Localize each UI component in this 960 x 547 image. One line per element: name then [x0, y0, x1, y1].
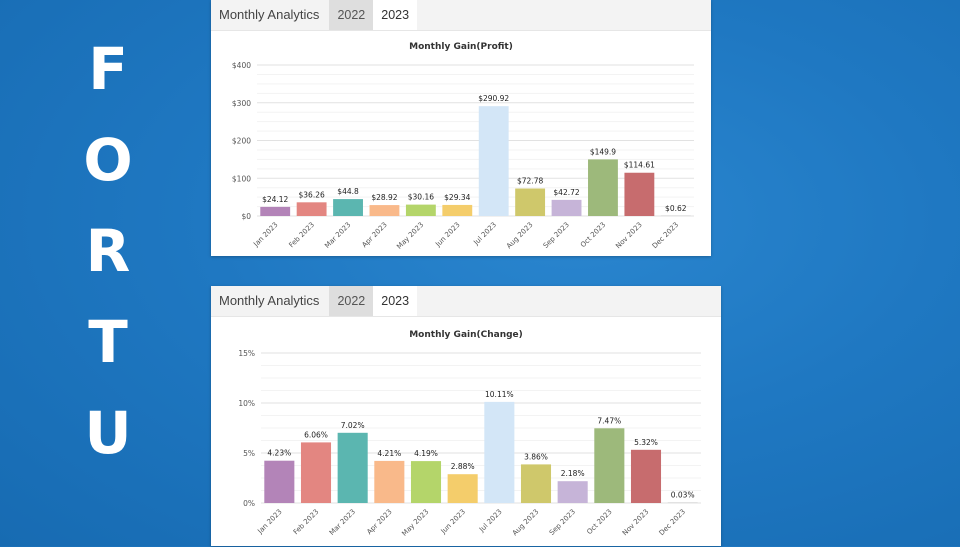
bar: [484, 402, 514, 503]
bar: [448, 474, 478, 503]
y-tick-label: $0: [241, 212, 251, 221]
bar-value-label: $290.92: [478, 94, 509, 103]
bar: [558, 481, 588, 503]
x-tick-label: Apr 2023: [360, 221, 388, 249]
bar-value-label: 2.88%: [451, 462, 475, 471]
chart-title: Monthly Gain(Change): [409, 330, 523, 340]
bar-value-label: $42.72: [553, 188, 579, 197]
side-letter: U: [72, 404, 144, 464]
bar-value-label: $28.92: [371, 193, 397, 202]
y-tick-label: 15%: [238, 349, 255, 358]
x-tick-label: Apr 2023: [365, 508, 393, 536]
bar: [552, 200, 582, 216]
bar: [624, 173, 654, 216]
x-tick-label: Oct 2023: [585, 508, 613, 536]
panel-title: Monthly Analytics: [211, 0, 329, 30]
side-letter: F: [72, 40, 144, 100]
x-tick-label: Sep 2023: [542, 221, 571, 250]
bar-value-label: $30.16: [408, 193, 434, 202]
profit-bar-chart: Monthly Gain(Profit) $0 $100 $200 $300 $400 $2…: [211, 31, 711, 257]
x-tick-label: Aug 2023: [511, 508, 540, 537]
bar-value-label: $29.34: [444, 193, 470, 202]
bar: [631, 450, 661, 503]
bar: [588, 159, 618, 216]
bar-value-label: 7.47%: [597, 416, 621, 425]
bar-value-label: 6.06%: [304, 430, 328, 439]
bar-value-label: $36.26: [299, 190, 325, 199]
x-tick-label: Jul 2023: [472, 221, 499, 248]
bar: [260, 207, 290, 216]
bar: [515, 189, 545, 216]
panel-header: Monthly Analytics 2022 2023: [211, 286, 721, 317]
bar: [411, 461, 441, 503]
bar: [374, 461, 404, 503]
side-letters: F O R T U: [72, 40, 144, 495]
side-letter: R: [72, 222, 144, 282]
tab-2023[interactable]: 2023: [373, 0, 417, 30]
bar: [338, 433, 368, 503]
bar-value-label: 4.19%: [414, 449, 438, 458]
y-tick-label: $200: [232, 137, 251, 146]
bar: [297, 202, 327, 216]
x-tick-label: Dec 2023: [658, 508, 687, 537]
x-tick-label: Mar 2023: [328, 508, 357, 537]
y-tick-label: 0%: [243, 499, 255, 508]
bar-value-label: 3.86%: [524, 452, 548, 461]
x-tick-label: Nov 2023: [621, 508, 650, 537]
y-tick-label: $400: [232, 61, 251, 70]
side-letter: O: [72, 131, 144, 191]
bar-value-label: 7.02%: [341, 421, 365, 430]
bar-value-label: 4.23%: [267, 449, 291, 458]
chart-title: Monthly Gain(Profit): [409, 42, 513, 52]
x-tick-label: Feb 2023: [287, 221, 316, 250]
y-tick-label: 5%: [243, 449, 255, 458]
profit-analytics-panel: Monthly Analytics 2022 2023 Monthly Gain…: [211, 0, 711, 256]
x-tick-label: Nov 2023: [614, 221, 643, 250]
bar: [333, 199, 363, 216]
bar-value-label: 0.03%: [671, 491, 695, 500]
bar-value-label: $72.78: [517, 177, 543, 186]
x-tick-label: Dec 2023: [651, 221, 680, 250]
x-tick-label: Aug 2023: [505, 221, 534, 250]
bar: [442, 205, 472, 216]
bar-value-label: $149.9: [590, 147, 616, 156]
bar-value-label: $24.12: [262, 195, 288, 204]
change-bar-chart: Monthly Gain(Change) 0% 5% 10% 15% 4.23% Jan 2…: [211, 317, 721, 547]
bar-value-label: $44.8: [337, 187, 359, 196]
tab-2023[interactable]: 2023: [373, 286, 417, 316]
x-tick-label: Mar 2023: [323, 221, 352, 250]
x-tick-label: Jan 2023: [251, 221, 279, 249]
x-tick-label: Sep 2023: [548, 508, 577, 537]
bar: [521, 464, 551, 503]
x-tick-label: Jan 2023: [256, 508, 284, 536]
x-tick-label: Oct 2023: [579, 221, 607, 249]
tab-2022[interactable]: 2022: [329, 0, 373, 30]
x-tick-label: May 2023: [400, 508, 430, 538]
bar-value-label: 4.21%: [377, 449, 401, 458]
x-tick-label: Feb 2023: [292, 508, 321, 537]
bar: [370, 205, 400, 216]
bar-value-label: 10.11%: [485, 390, 514, 399]
bar-value-label: 5.32%: [634, 438, 658, 447]
x-tick-label: May 2023: [395, 221, 425, 251]
tab-2022[interactable]: 2022: [329, 286, 373, 316]
bar: [594, 428, 624, 503]
bar: [264, 461, 294, 503]
x-tick-label: Jul 2023: [477, 508, 504, 535]
y-tick-label: $100: [232, 174, 251, 183]
panel-header: Monthly Analytics 2022 2023: [211, 0, 711, 31]
side-letter: T: [72, 313, 144, 373]
bar: [301, 442, 331, 503]
x-tick-label: Jun 2023: [439, 508, 467, 536]
bar-value-label: 2.18%: [561, 469, 585, 478]
bar-value-label: $0.62: [665, 204, 687, 213]
y-tick-label: $300: [232, 99, 251, 108]
panel-title: Monthly Analytics: [211, 286, 329, 316]
change-analytics-panel: Monthly Analytics 2022 2023 Monthly Gain…: [211, 286, 721, 546]
bar-value-label: $114.61: [624, 161, 655, 170]
y-tick-label: 10%: [238, 399, 255, 408]
x-tick-label: Jun 2023: [433, 221, 461, 249]
bar: [479, 106, 509, 216]
bar: [406, 205, 436, 216]
